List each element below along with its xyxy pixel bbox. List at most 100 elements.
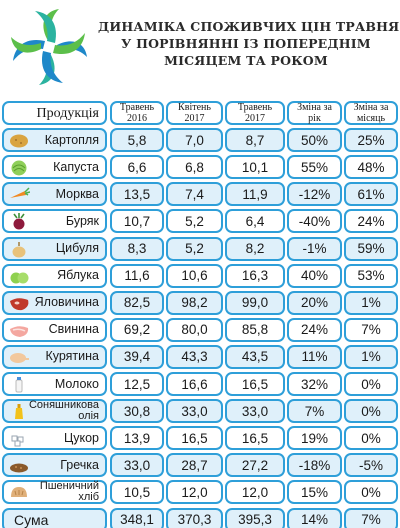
value-cell-apr2017: 28,7 — [166, 453, 223, 478]
total-row: Сума 348,1 370,3 395,3 14% 7% — [2, 507, 398, 528]
value-cell-mom: 0% — [344, 480, 398, 505]
column-header: Зміна за рік — [287, 101, 342, 125]
title-line: МІСЯЦЕМ ТА РОКОМ — [164, 53, 328, 68]
value-cell-yoy: 50% — [287, 128, 342, 153]
product-cell: Гречка — [2, 453, 107, 478]
product-name-line: Капуста — [53, 159, 99, 174]
oil-icon — [15, 404, 23, 420]
product-name-line: Буряк — [65, 213, 99, 228]
title-line: ДИНАМІКА СПОЖИВЧИХ ЦІН ТРАВНЯ — [98, 19, 400, 34]
product-name: Яловичина — [35, 296, 99, 309]
table-row: Свинина 69,2 80,0 85,8 24% 7% — [2, 317, 398, 342]
value-cell-apr2017: 16,5 — [166, 426, 223, 451]
table-row: Яловичина 82,5 98,2 99,0 20% 1% — [2, 290, 398, 315]
value-cell-mom: 53% — [344, 263, 398, 288]
beef-icon — [10, 297, 29, 310]
product-name: Буряк — [65, 213, 99, 228]
carrot-icon — [10, 187, 30, 199]
value-cell-may2017: 8,7 — [225, 128, 285, 153]
product-name: Соняшникова олія — [29, 400, 99, 422]
value-cell-mom: -5% — [344, 453, 398, 478]
product-name: Цибуля — [56, 242, 99, 255]
table-row: Курятина 39,4 43,3 43,5 11% 1% — [2, 344, 398, 369]
value-cell-may2017: 8,2 — [225, 236, 285, 261]
value-cell-apr2017: 16,6 — [166, 372, 223, 396]
value-cell-may2016: 5,8 — [110, 128, 164, 153]
product-name: Картопля — [44, 132, 99, 147]
chicken-icon — [10, 352, 29, 363]
product-name-line: Курятина — [45, 349, 99, 364]
value-cell-may2016: 39,4 — [110, 344, 164, 369]
product-name: Свинина — [48, 322, 99, 337]
value-cell-yoy: -40% — [287, 209, 342, 234]
value-cell-may2016: 30,8 — [110, 399, 164, 424]
value-cell-may2017: 43,5 — [225, 344, 285, 369]
product-name-line: Цукор — [63, 430, 99, 445]
product-name-line: хліб — [78, 491, 99, 504]
product-name-line: Картопля — [44, 132, 99, 147]
product-cell: Яблука — [2, 263, 107, 288]
value-cell-may2017: 99,0 — [225, 290, 285, 315]
value-cell-mom: 24% — [344, 209, 398, 234]
column-header: Травень 2017 — [225, 101, 285, 125]
value-cell-may2017: 16,5 — [225, 426, 285, 451]
column-header: Продукція — [2, 101, 107, 125]
value-cell-apr2017: 7,0 — [166, 128, 223, 153]
total-value-apr2017: 370,3 — [166, 507, 223, 528]
product-cell: Яловичина — [2, 290, 107, 315]
product-name: Капуста — [53, 159, 99, 174]
value-cell-apr2017: 5,2 — [166, 236, 223, 261]
table-row: Картопля 5,8 7,0 8,7 50% 25% — [2, 128, 398, 153]
product-name-line: Пшеничний — [39, 480, 99, 493]
value-cell-apr2017: 98,2 — [166, 290, 223, 315]
value-cell-mom: 59% — [344, 236, 398, 261]
buckwheat-icon — [10, 463, 28, 473]
table-row: Молоко 12,5 16,6 16,5 32% 0% — [2, 372, 398, 396]
value-cell-mom: 0% — [344, 372, 398, 396]
value-cell-apr2017: 6,8 — [166, 155, 223, 180]
product-cell: Картопля — [2, 128, 107, 153]
value-cell-may2016: 33,0 — [110, 453, 164, 478]
value-cell-may2017: 10,1 — [225, 155, 285, 180]
total-value-may2017: 395,3 — [225, 507, 285, 528]
total-label: Сума — [2, 507, 107, 528]
value-cell-yoy: 20% — [287, 290, 342, 315]
column-header-line: рік — [308, 113, 321, 124]
potato-icon — [10, 134, 28, 148]
value-cell-may2017: 27,2 — [225, 453, 285, 478]
column-header-line: Травень — [119, 102, 155, 113]
table-row: Морква 13,5 7,4 11,9 -12% 61% — [2, 182, 398, 207]
value-cell-mom: 0% — [344, 426, 398, 451]
column-header-line: 2017 — [245, 113, 265, 124]
value-cell-may2016: 82,5 — [110, 290, 164, 315]
product-name-line: Свинина — [48, 322, 99, 337]
product-name-line: Молоко — [54, 376, 99, 391]
product-name: Молоко — [54, 376, 99, 391]
product-name-line: Морква — [55, 186, 99, 201]
value-cell-may2017: 11,9 — [225, 182, 285, 207]
product-name: Курятина — [45, 349, 99, 364]
value-cell-yoy: 11% — [287, 344, 342, 369]
product-cell: Соняшникова олія — [2, 399, 107, 424]
value-cell-yoy: 7% — [287, 399, 342, 424]
pork-icon — [10, 326, 29, 337]
table-row: Пшеничний хліб 10,5 12,0 12,0 15% 0% — [2, 480, 398, 505]
product-cell: Молоко — [2, 372, 107, 396]
table-row: Цибуля 8,3 5,2 8,2 -1% 59% — [2, 236, 398, 261]
product-cell: Капуста — [2, 155, 107, 180]
table-row: Буряк 10,7 5,2 6,4 -40% 24% — [2, 209, 398, 234]
product-cell: Свинина — [2, 317, 107, 342]
value-cell-mom: 0% — [344, 399, 398, 424]
product-name-line: Яблука — [57, 268, 99, 283]
product-cell: Морква — [2, 182, 107, 207]
value-cell-yoy: 24% — [287, 317, 342, 342]
product-name: Гречка — [60, 459, 99, 472]
value-cell-mom: 1% — [344, 344, 398, 369]
value-cell-may2017: 6,4 — [225, 209, 285, 234]
value-cell-may2017: 12,0 — [225, 480, 285, 505]
value-cell-may2016: 13,5 — [110, 182, 164, 207]
value-cell-may2017: 16,5 — [225, 372, 285, 396]
column-header-line: Квітень — [178, 102, 211, 113]
value-cell-apr2017: 10,6 — [166, 263, 223, 288]
value-cell-may2016: 10,7 — [110, 209, 164, 234]
